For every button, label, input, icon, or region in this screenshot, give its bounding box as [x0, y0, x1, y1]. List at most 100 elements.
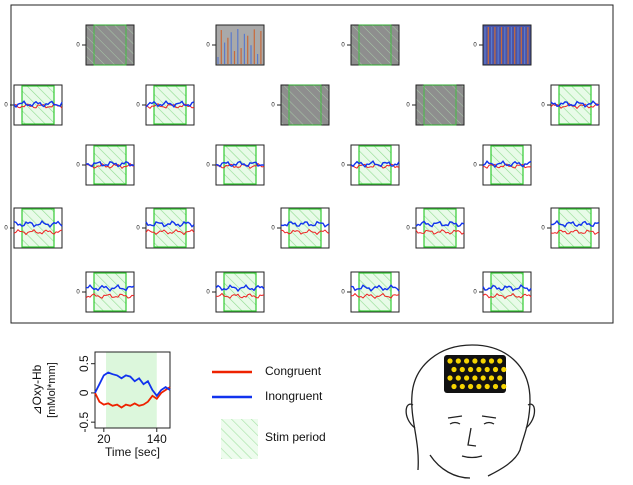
channel-zero-label: 0	[341, 290, 345, 296]
channel-zero-label: 0	[4, 226, 8, 232]
probe-dot	[476, 366, 482, 373]
legend-label: Congruent	[265, 364, 322, 378]
stim-box	[21, 208, 55, 248]
channel-plot	[280, 84, 330, 126]
incongruent-trace	[215, 160, 265, 168]
congruent-trace	[550, 229, 600, 235]
channel-grid: 0 0 0 0 0 0 0 0 0 0 0 0 0 0 0 0 0 0 0 0 0 0	[4, 24, 600, 313]
y-axis-unit: [mMol*mm]	[46, 362, 58, 418]
probe-dot	[464, 358, 470, 364]
stim-box	[153, 208, 187, 248]
probe-dot	[468, 366, 474, 373]
congruent-trace	[215, 162, 265, 169]
channel-zero-label: 0	[206, 43, 210, 49]
probe-dot	[472, 375, 478, 381]
legend-label: Inongruent	[265, 389, 323, 403]
channel-zero-label: 0	[206, 290, 210, 296]
probe-dot	[455, 375, 461, 381]
channel-zero-label: 0	[4, 103, 8, 109]
stim-box	[288, 84, 322, 126]
incongruent-trace	[13, 219, 63, 229]
probe-dot	[476, 383, 482, 390]
series-line	[94, 371, 171, 398]
x-axis-label: Time [sec]	[105, 445, 160, 459]
incongruent-trace	[482, 160, 532, 169]
incongruent-trace	[482, 283, 532, 293]
probe-dot	[501, 383, 507, 390]
channel-zero-label: 0	[206, 163, 210, 169]
probe-dot	[447, 375, 453, 381]
channel-zero-label: 0	[136, 226, 140, 232]
incongruent-trace	[350, 160, 400, 168]
channel-plot	[215, 24, 265, 66]
head-illustration	[405, 344, 536, 479]
stim-box	[490, 272, 524, 312]
incongruent-trace	[280, 220, 330, 228]
channel-zero-label: 0	[406, 103, 410, 109]
channel-zero-label: 0	[541, 103, 545, 109]
probe-dot	[484, 366, 490, 373]
probe-dot	[468, 383, 474, 390]
congruent-trace	[85, 162, 135, 170]
incongruent-trace	[85, 283, 135, 292]
probe-dot	[455, 358, 461, 364]
channel-zero-label: 0	[473, 43, 477, 49]
probe-dot	[497, 358, 503, 364]
stim-box	[358, 24, 392, 66]
stim-box	[423, 84, 457, 126]
probe-dot	[492, 366, 499, 373]
incongruent-trace	[145, 220, 195, 228]
congruent-trace	[145, 228, 195, 236]
stim-box	[93, 272, 127, 312]
channel-zero-label: 0	[341, 163, 345, 169]
stim-period	[106, 352, 157, 428]
stim-box	[93, 24, 127, 66]
x-tick-label: 20	[97, 432, 111, 446]
grid-frame	[10, 4, 614, 324]
probe-dot	[480, 358, 486, 364]
congruent-trace	[215, 292, 265, 299]
channel-zero-label: 0	[473, 163, 477, 169]
stim-box	[558, 208, 592, 248]
stim-box	[223, 272, 257, 312]
channel-zero-label: 0	[76, 43, 80, 49]
congruent-trace	[482, 292, 532, 300]
probe-dot	[447, 358, 453, 364]
congruent-trace	[145, 103, 195, 109]
probe-dot	[488, 358, 495, 364]
stim-box	[358, 272, 392, 312]
channel-zero-label: 0	[473, 290, 477, 296]
incongruent-trace	[13, 100, 63, 109]
channel-zero-label: 0	[541, 226, 545, 232]
channel-zero-label: 0	[76, 163, 80, 169]
y-tick-label: -0.5	[77, 411, 91, 432]
channel-plot	[482, 24, 532, 66]
probe-dot	[464, 375, 470, 381]
congruent-trace	[351, 292, 400, 299]
probe-dot	[501, 366, 507, 373]
probe-dot	[484, 383, 490, 390]
probe-dots	[447, 358, 507, 390]
stim-box	[423, 208, 457, 248]
y-tick-label: 0	[77, 389, 91, 396]
incongruent-trace	[350, 284, 400, 292]
channel-plot	[85, 24, 135, 66]
stim-box	[288, 208, 322, 248]
channel-plot	[415, 84, 465, 126]
incongruent-trace	[415, 220, 465, 228]
channel-plot	[350, 24, 400, 66]
incongruent-trace	[550, 100, 600, 108]
probe-dot	[480, 375, 486, 381]
channel-zero-label: 0	[341, 43, 345, 49]
probe-dot	[459, 366, 465, 373]
channel-zero-label: 0	[271, 103, 275, 109]
channel-zero-label: 0	[136, 103, 140, 109]
legend: Congruent Inongruent Stim period	[212, 364, 326, 459]
probe-dot	[492, 383, 499, 390]
channel-zero-label: 0	[76, 290, 80, 296]
congruent-trace	[13, 228, 63, 236]
legend-stim-swatch	[221, 419, 258, 459]
incongruent-trace	[145, 100, 195, 109]
